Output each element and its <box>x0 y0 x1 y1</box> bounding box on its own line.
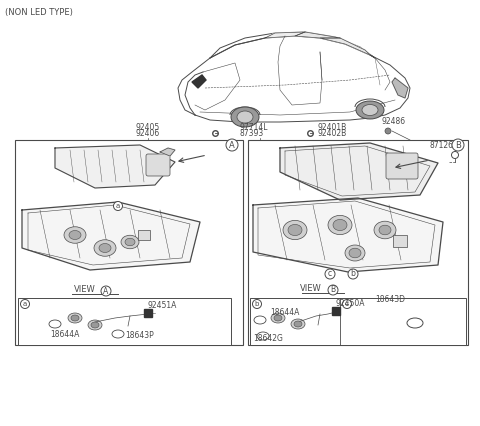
Ellipse shape <box>112 330 124 338</box>
Ellipse shape <box>345 245 365 261</box>
Ellipse shape <box>291 319 305 329</box>
Ellipse shape <box>49 320 61 328</box>
Ellipse shape <box>379 225 391 235</box>
Ellipse shape <box>356 101 384 119</box>
Text: 92486: 92486 <box>382 117 406 126</box>
Polygon shape <box>265 32 305 38</box>
Ellipse shape <box>94 240 116 256</box>
Text: 92402B: 92402B <box>318 129 347 138</box>
Circle shape <box>101 286 111 296</box>
Ellipse shape <box>88 320 102 330</box>
Ellipse shape <box>125 238 135 246</box>
Circle shape <box>226 139 238 151</box>
Ellipse shape <box>288 225 302 236</box>
Ellipse shape <box>407 318 423 328</box>
Text: b: b <box>350 270 355 279</box>
Text: 18644A: 18644A <box>50 330 79 339</box>
Ellipse shape <box>374 221 396 239</box>
Text: 92451A: 92451A <box>148 301 178 310</box>
Polygon shape <box>178 36 410 122</box>
Bar <box>393 235 407 247</box>
FancyBboxPatch shape <box>248 140 468 345</box>
Text: 97714L: 97714L <box>240 123 268 132</box>
Circle shape <box>348 269 358 279</box>
Ellipse shape <box>294 321 302 327</box>
FancyBboxPatch shape <box>386 153 418 179</box>
Polygon shape <box>22 202 200 270</box>
Circle shape <box>325 269 335 279</box>
Polygon shape <box>55 145 175 188</box>
Ellipse shape <box>68 313 82 323</box>
Polygon shape <box>320 38 370 55</box>
Text: a: a <box>23 301 27 307</box>
Ellipse shape <box>254 316 266 324</box>
FancyBboxPatch shape <box>250 298 466 345</box>
Ellipse shape <box>237 111 253 123</box>
Circle shape <box>252 299 262 308</box>
Text: 92450A: 92450A <box>336 299 365 308</box>
Circle shape <box>452 152 458 158</box>
Ellipse shape <box>64 227 86 243</box>
Text: b: b <box>255 301 259 307</box>
Text: a: a <box>116 203 120 209</box>
Ellipse shape <box>91 322 99 328</box>
Circle shape <box>343 299 351 308</box>
Text: 18642G: 18642G <box>253 334 283 343</box>
Circle shape <box>21 299 29 308</box>
FancyBboxPatch shape <box>18 298 231 345</box>
Polygon shape <box>280 143 438 200</box>
Ellipse shape <box>349 248 361 258</box>
Text: 92406: 92406 <box>136 129 160 138</box>
Polygon shape <box>253 198 443 272</box>
Ellipse shape <box>71 315 79 321</box>
Ellipse shape <box>283 220 307 239</box>
Ellipse shape <box>231 107 259 127</box>
Ellipse shape <box>99 244 111 253</box>
Ellipse shape <box>271 313 285 323</box>
Text: B: B <box>330 285 336 294</box>
Ellipse shape <box>257 332 269 340</box>
Ellipse shape <box>69 230 81 239</box>
Text: 18644A: 18644A <box>270 308 300 317</box>
Text: 92401B: 92401B <box>318 123 347 132</box>
Text: 92405: 92405 <box>136 123 160 132</box>
Polygon shape <box>295 32 340 38</box>
Ellipse shape <box>328 216 352 235</box>
Circle shape <box>385 128 391 134</box>
Text: B: B <box>455 141 461 150</box>
FancyBboxPatch shape <box>146 154 170 176</box>
Ellipse shape <box>333 219 347 230</box>
Text: 18643P: 18643P <box>125 331 154 340</box>
Circle shape <box>113 201 122 210</box>
Text: VIEW: VIEW <box>300 284 322 293</box>
Text: 18643D: 18643D <box>375 295 405 304</box>
Text: c: c <box>328 270 332 279</box>
Polygon shape <box>160 148 175 156</box>
Text: 87393: 87393 <box>240 129 264 138</box>
Circle shape <box>328 285 338 295</box>
Circle shape <box>452 139 464 151</box>
Ellipse shape <box>362 104 378 115</box>
Text: VIEW: VIEW <box>74 285 96 294</box>
Ellipse shape <box>274 315 282 321</box>
Text: c: c <box>345 301 349 307</box>
Text: (NON LED TYPE): (NON LED TYPE) <box>5 8 73 17</box>
Text: A: A <box>229 141 235 150</box>
Polygon shape <box>192 75 206 88</box>
FancyBboxPatch shape <box>15 140 243 345</box>
Ellipse shape <box>121 235 139 249</box>
Text: A: A <box>103 287 108 296</box>
Polygon shape <box>392 78 408 98</box>
Bar <box>138 230 150 240</box>
Text: 87126: 87126 <box>430 141 454 150</box>
